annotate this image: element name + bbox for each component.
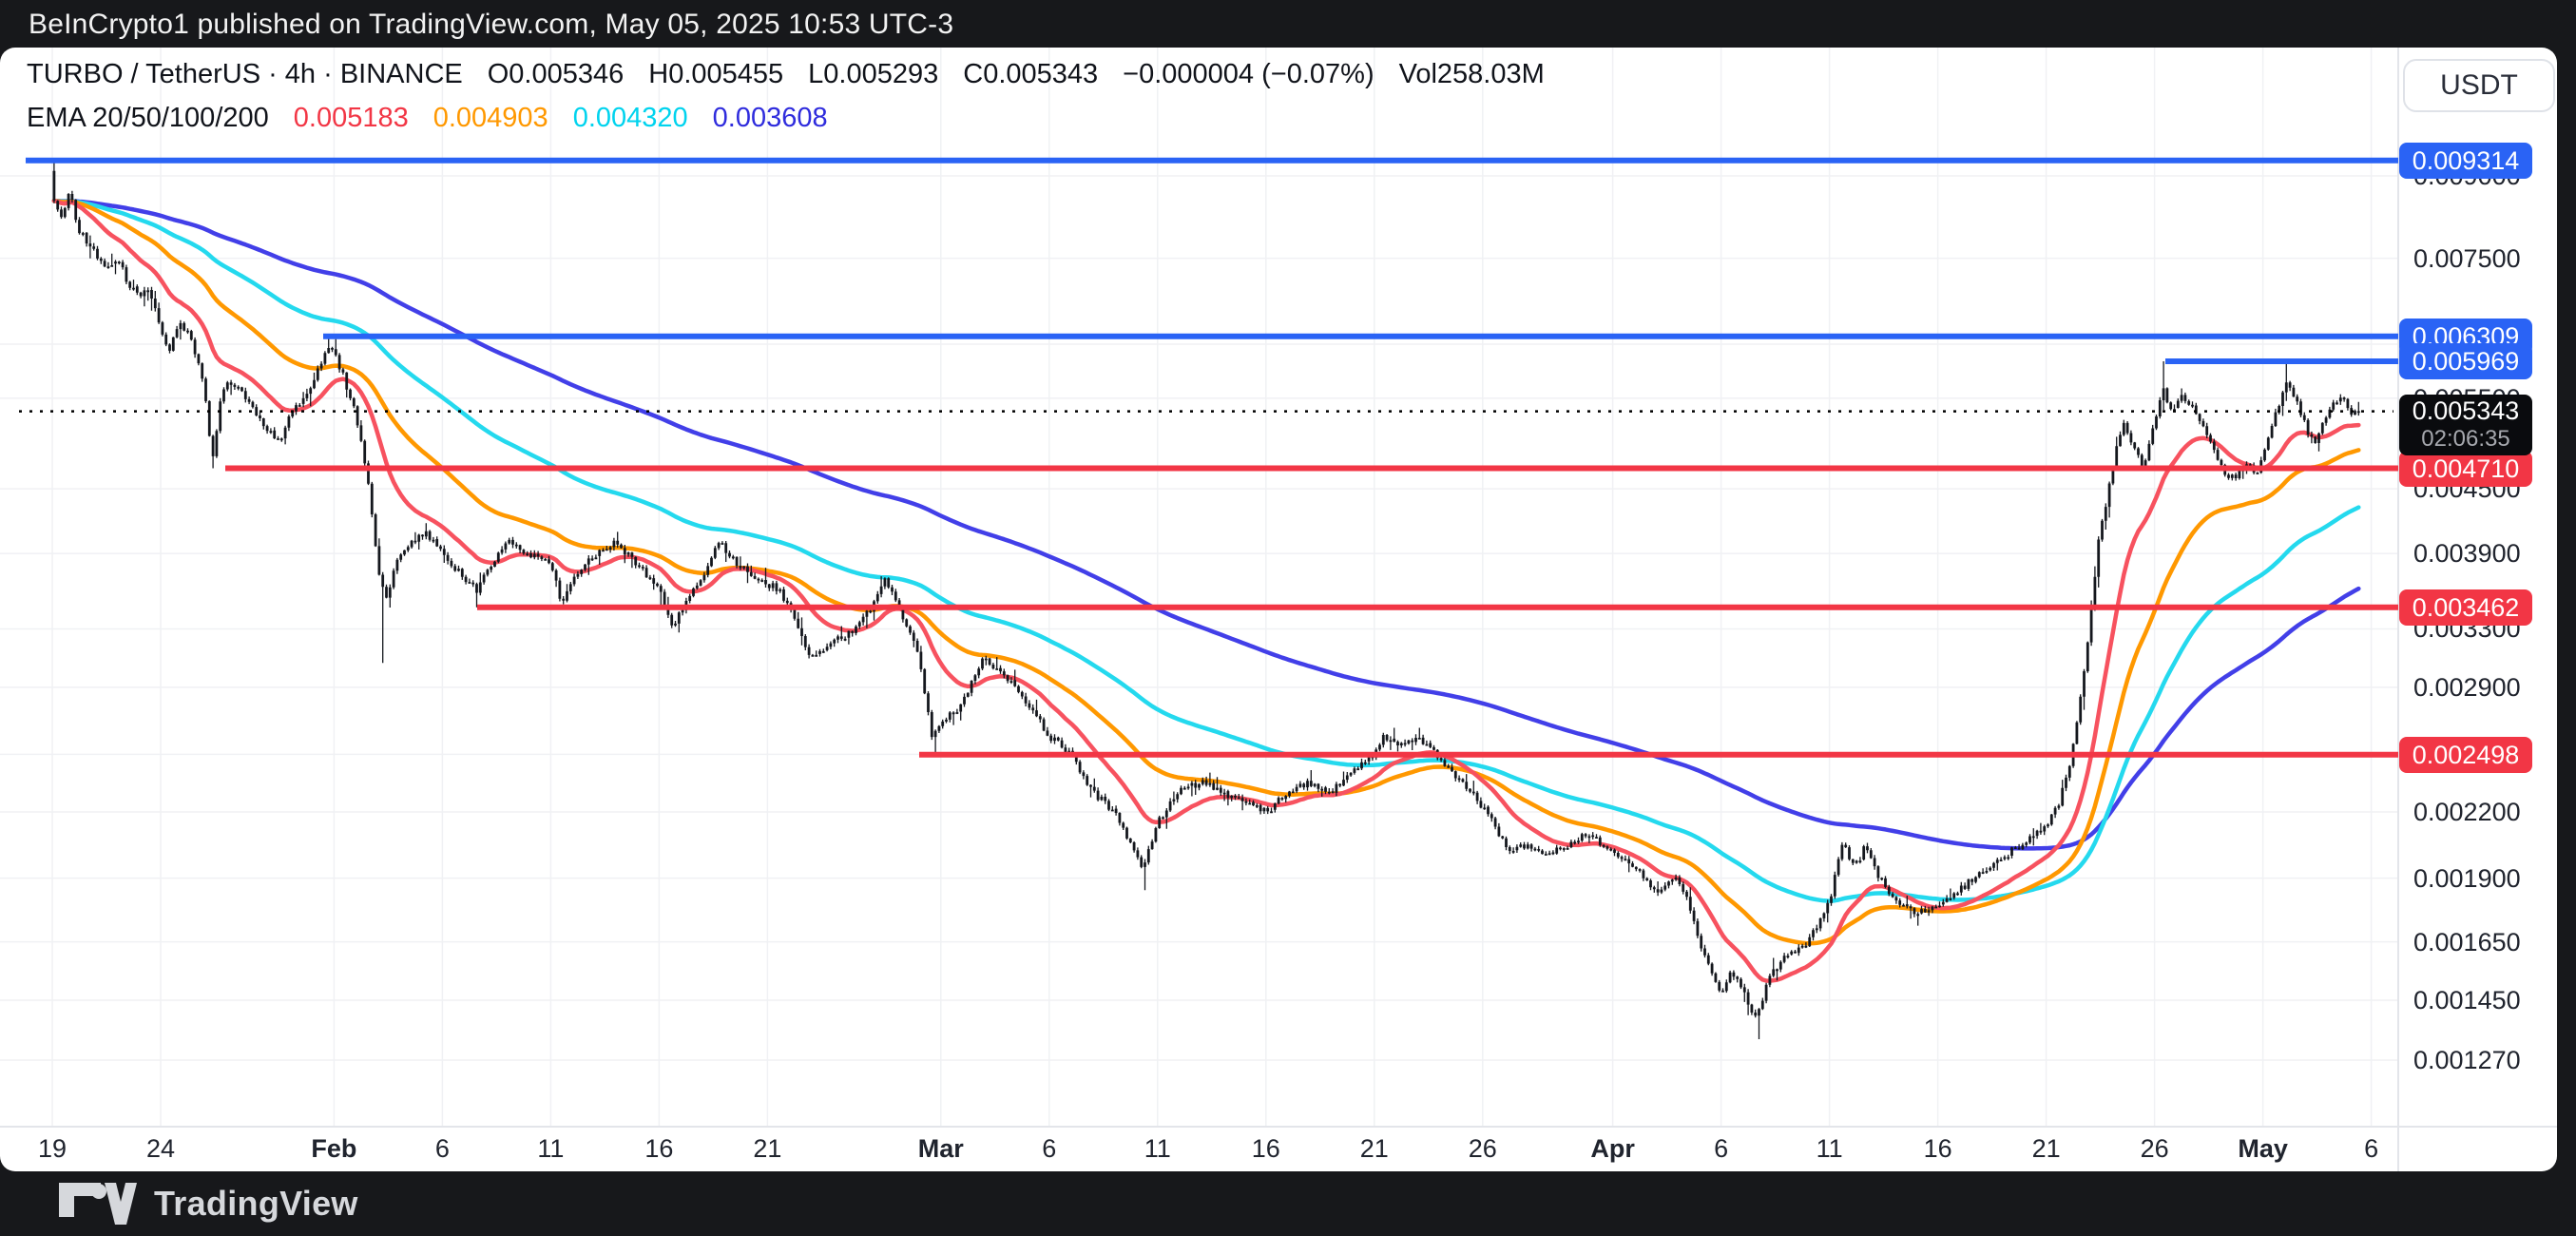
price-chart-canvas[interactable] <box>0 48 2557 1171</box>
top-bar-text: BeInCrypto1 published on TradingView.com… <box>29 9 954 40</box>
currency-toggle-button[interactable]: USDT <box>2403 59 2555 112</box>
symbol-title: TURBO / TetherUS · 4h · BINANCE <box>27 59 463 89</box>
ema100-value: 0.004320 <box>572 103 688 133</box>
ema-label: EMA 20/50/100/200 <box>27 103 269 133</box>
tradingview-wordmark: TradingView <box>154 1184 358 1223</box>
top-bar: BeInCrypto1 published on TradingView.com… <box>0 0 2576 48</box>
ohlc-low: L0.005293 <box>808 59 939 89</box>
chart-panel: TURBO / TetherUS · 4h · BINANCE O0.00534… <box>0 48 2557 1171</box>
tradingview-logo-icon <box>59 1183 137 1225</box>
ohlc-high: H0.005455 <box>648 59 784 89</box>
ohlc-close: C0.005343 <box>963 59 1099 89</box>
ohlc-open: O0.005346 <box>487 59 625 89</box>
ema50-value: 0.004903 <box>433 103 548 133</box>
volume-value: Vol258.03M <box>1398 59 1545 89</box>
footer-bar: TradingView <box>0 1171 2576 1236</box>
ema20-value: 0.005183 <box>293 103 409 133</box>
legend-ema-row: EMA 20/50/100/200 0.005183 0.004903 0.00… <box>27 103 828 134</box>
price-change: −0.000004 (−0.07%) <box>1123 59 1375 89</box>
ema200-value: 0.003608 <box>712 103 828 133</box>
legend-symbol-row: TURBO / TetherUS · 4h · BINANCE O0.00534… <box>27 59 1545 90</box>
